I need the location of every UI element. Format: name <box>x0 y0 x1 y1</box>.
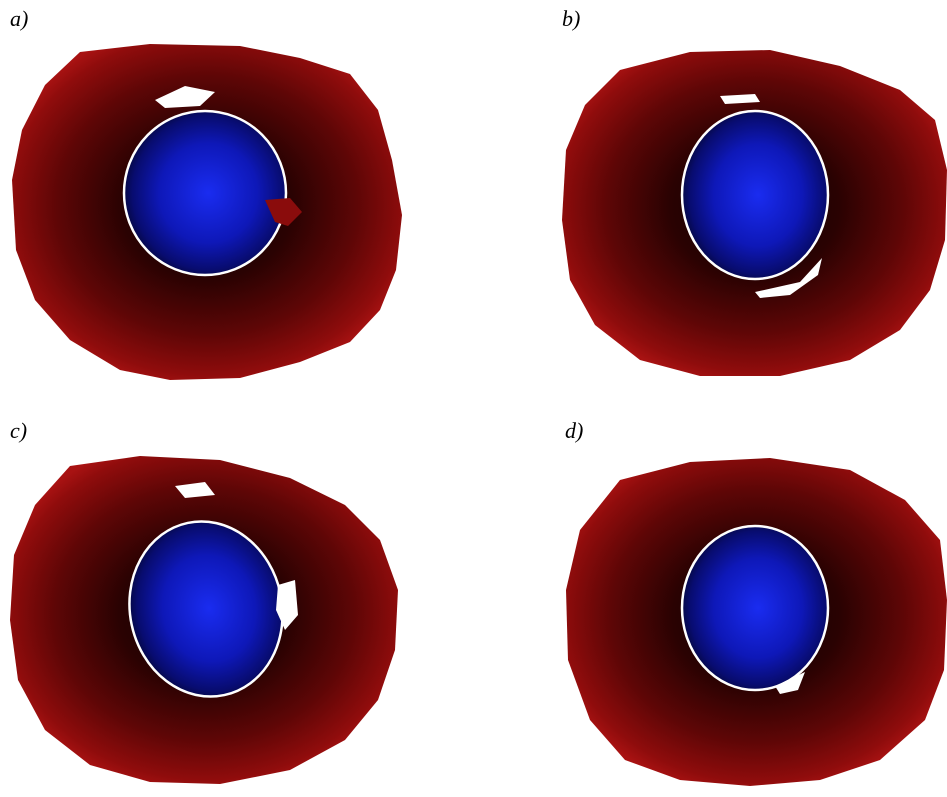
lumen <box>682 526 828 690</box>
lumen <box>682 111 828 279</box>
panel-label: a) <box>10 6 28 31</box>
panel-label: d) <box>565 418 583 443</box>
panel-label: b) <box>562 6 580 31</box>
panel-a: a) <box>10 6 402 380</box>
figure: a) b) c) d) <box>0 0 947 792</box>
panel-d: d) <box>565 418 947 786</box>
panel-label: c) <box>10 418 27 443</box>
panel-c: c) <box>10 418 398 784</box>
lumen <box>124 111 286 275</box>
panel-b: b) <box>562 6 947 376</box>
